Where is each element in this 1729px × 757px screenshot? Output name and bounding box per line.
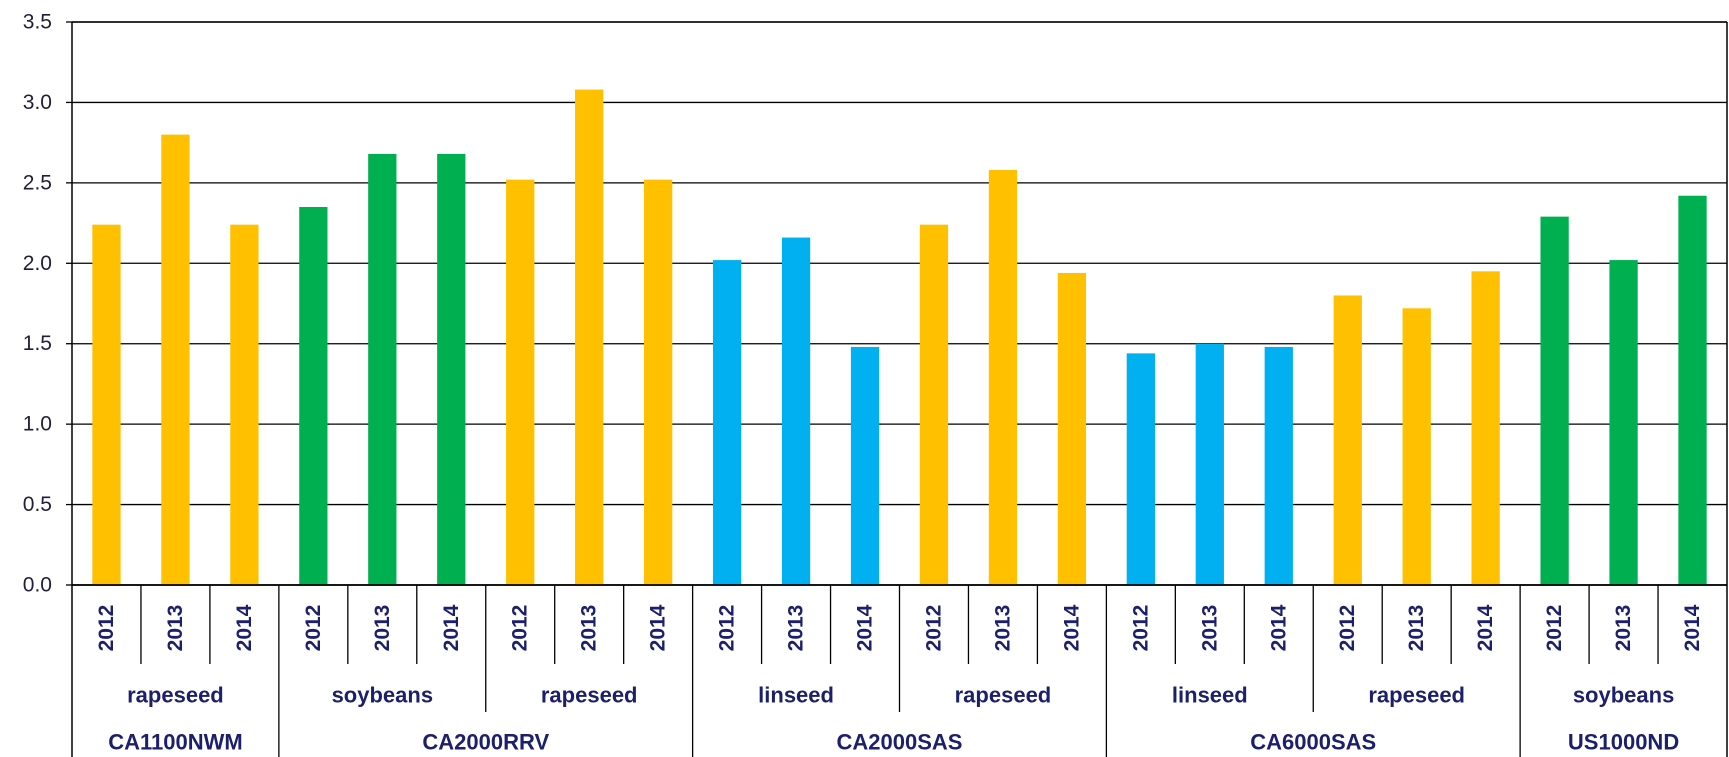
bar-CA2000RRV-rapeseed-2014 [644, 179, 673, 585]
bar-US1000ND-soybeans-2014 [1678, 195, 1707, 585]
year-label: 2014 [1681, 604, 1704, 651]
crop-label: rapeseed [1368, 683, 1465, 708]
year-label: 2013 [785, 605, 808, 652]
bar-CA6000SAS-rapeseed-2013 [1402, 308, 1431, 585]
site-label: US1000ND [1568, 730, 1679, 755]
bar-CA1100NWM-rapeseed-2013 [161, 134, 190, 585]
bar-CA2000SAS-rapeseed-2013 [988, 169, 1018, 585]
site-label: CA2000SAS [837, 730, 963, 755]
year-label: 2013 [1405, 605, 1428, 652]
crop-label: linseed [758, 683, 834, 708]
bar-CA2000SAS-linseed-2013 [781, 237, 811, 585]
year-label: 2012 [1129, 605, 1152, 652]
bar-CA6000SAS-linseed-2013 [1195, 343, 1224, 585]
y-tick-label: 1.5 [23, 332, 52, 355]
bar-CA2000RRV-rapeseed-2013 [575, 89, 604, 585]
y-tick-label: 1.0 [23, 413, 52, 436]
crop-label: soybeans [332, 683, 434, 708]
year-label: 2013 [371, 605, 394, 652]
bar-CA6000SAS-linseed-2012 [1126, 353, 1155, 585]
bar-CA2000SAS-rapeseed-2012 [919, 224, 949, 585]
year-label: 2013 [1612, 605, 1635, 652]
y-tick-label: 0.5 [23, 493, 52, 516]
axes [66, 21, 1728, 757]
y-tick-label: 2.0 [23, 252, 52, 275]
year-label: 2012 [1543, 605, 1566, 652]
axis-labels: 0.0 0.5 1.0 1.5 2.0 2.5 3.0 3.5 2012 2013 2014 rape… [23, 11, 1704, 755]
year-label: 2012 [302, 605, 325, 652]
bar-CA2000RRV-soybeans-2012 [299, 206, 328, 585]
year-label: 2014 [440, 604, 463, 651]
year-label: 2013 [578, 605, 601, 652]
bar-US1000ND-soybeans-2012 [1540, 216, 1569, 585]
year-label: 2014 [1060, 604, 1083, 651]
bar-CA1100NWM-rapeseed-2014 [230, 224, 259, 585]
bar-CA2000SAS-rapeseed-2014 [1057, 272, 1087, 585]
site-label: CA6000SAS [1250, 730, 1376, 755]
bar-CA6000SAS-linseed-2014 [1264, 346, 1293, 585]
site-label: CA1100NWM [108, 730, 242, 755]
bar-CA2000RRV-soybeans-2013 [368, 153, 397, 585]
y-tick-label: 2.5 [23, 171, 52, 194]
bar-CA6000SAS-rapeseed-2012 [1333, 295, 1362, 585]
site-label: CA2000RRV [422, 730, 549, 755]
crop-label: linseed [1172, 683, 1248, 708]
bar-CA2000RRV-soybeans-2014 [437, 153, 466, 585]
bar-CA1100NWM-rapeseed-2012 [92, 224, 121, 585]
year-label: 2012 [1336, 605, 1359, 652]
year-label: 2013 [164, 605, 187, 652]
y-tick-label: 3.5 [23, 11, 52, 34]
bar-CA6000SAS-rapeseed-2014 [1471, 271, 1500, 585]
year-label: 2014 [1474, 604, 1497, 651]
bar-CA2000SAS-linseed-2014 [850, 346, 880, 585]
bar-CA2000RRV-rapeseed-2012 [506, 179, 535, 585]
year-label: 2012 [509, 605, 532, 652]
bars [92, 89, 1707, 585]
grid-lines [72, 21, 1727, 586]
year-label: 2013 [991, 605, 1014, 652]
year-label: 2014 [233, 604, 256, 651]
year-label: 2012 [716, 605, 739, 652]
year-label: 2012 [95, 605, 118, 652]
year-label: 2014 [647, 604, 670, 651]
year-label: 2014 [854, 604, 877, 651]
bar-CA2000SAS-linseed-2012 [712, 260, 742, 585]
crop-label: rapeseed [955, 683, 1052, 708]
year-label: 2012 [922, 605, 945, 652]
year-label: 2014 [1267, 604, 1290, 651]
bar-US1000ND-soybeans-2013 [1609, 260, 1638, 585]
crop-label: rapeseed [127, 683, 224, 708]
crop-label: rapeseed [541, 683, 638, 708]
year-label: 2013 [1198, 605, 1221, 652]
y-tick-label: 3.0 [23, 91, 52, 114]
crop-label: soybeans [1573, 683, 1675, 708]
y-tick-label: 0.0 [23, 574, 52, 597]
